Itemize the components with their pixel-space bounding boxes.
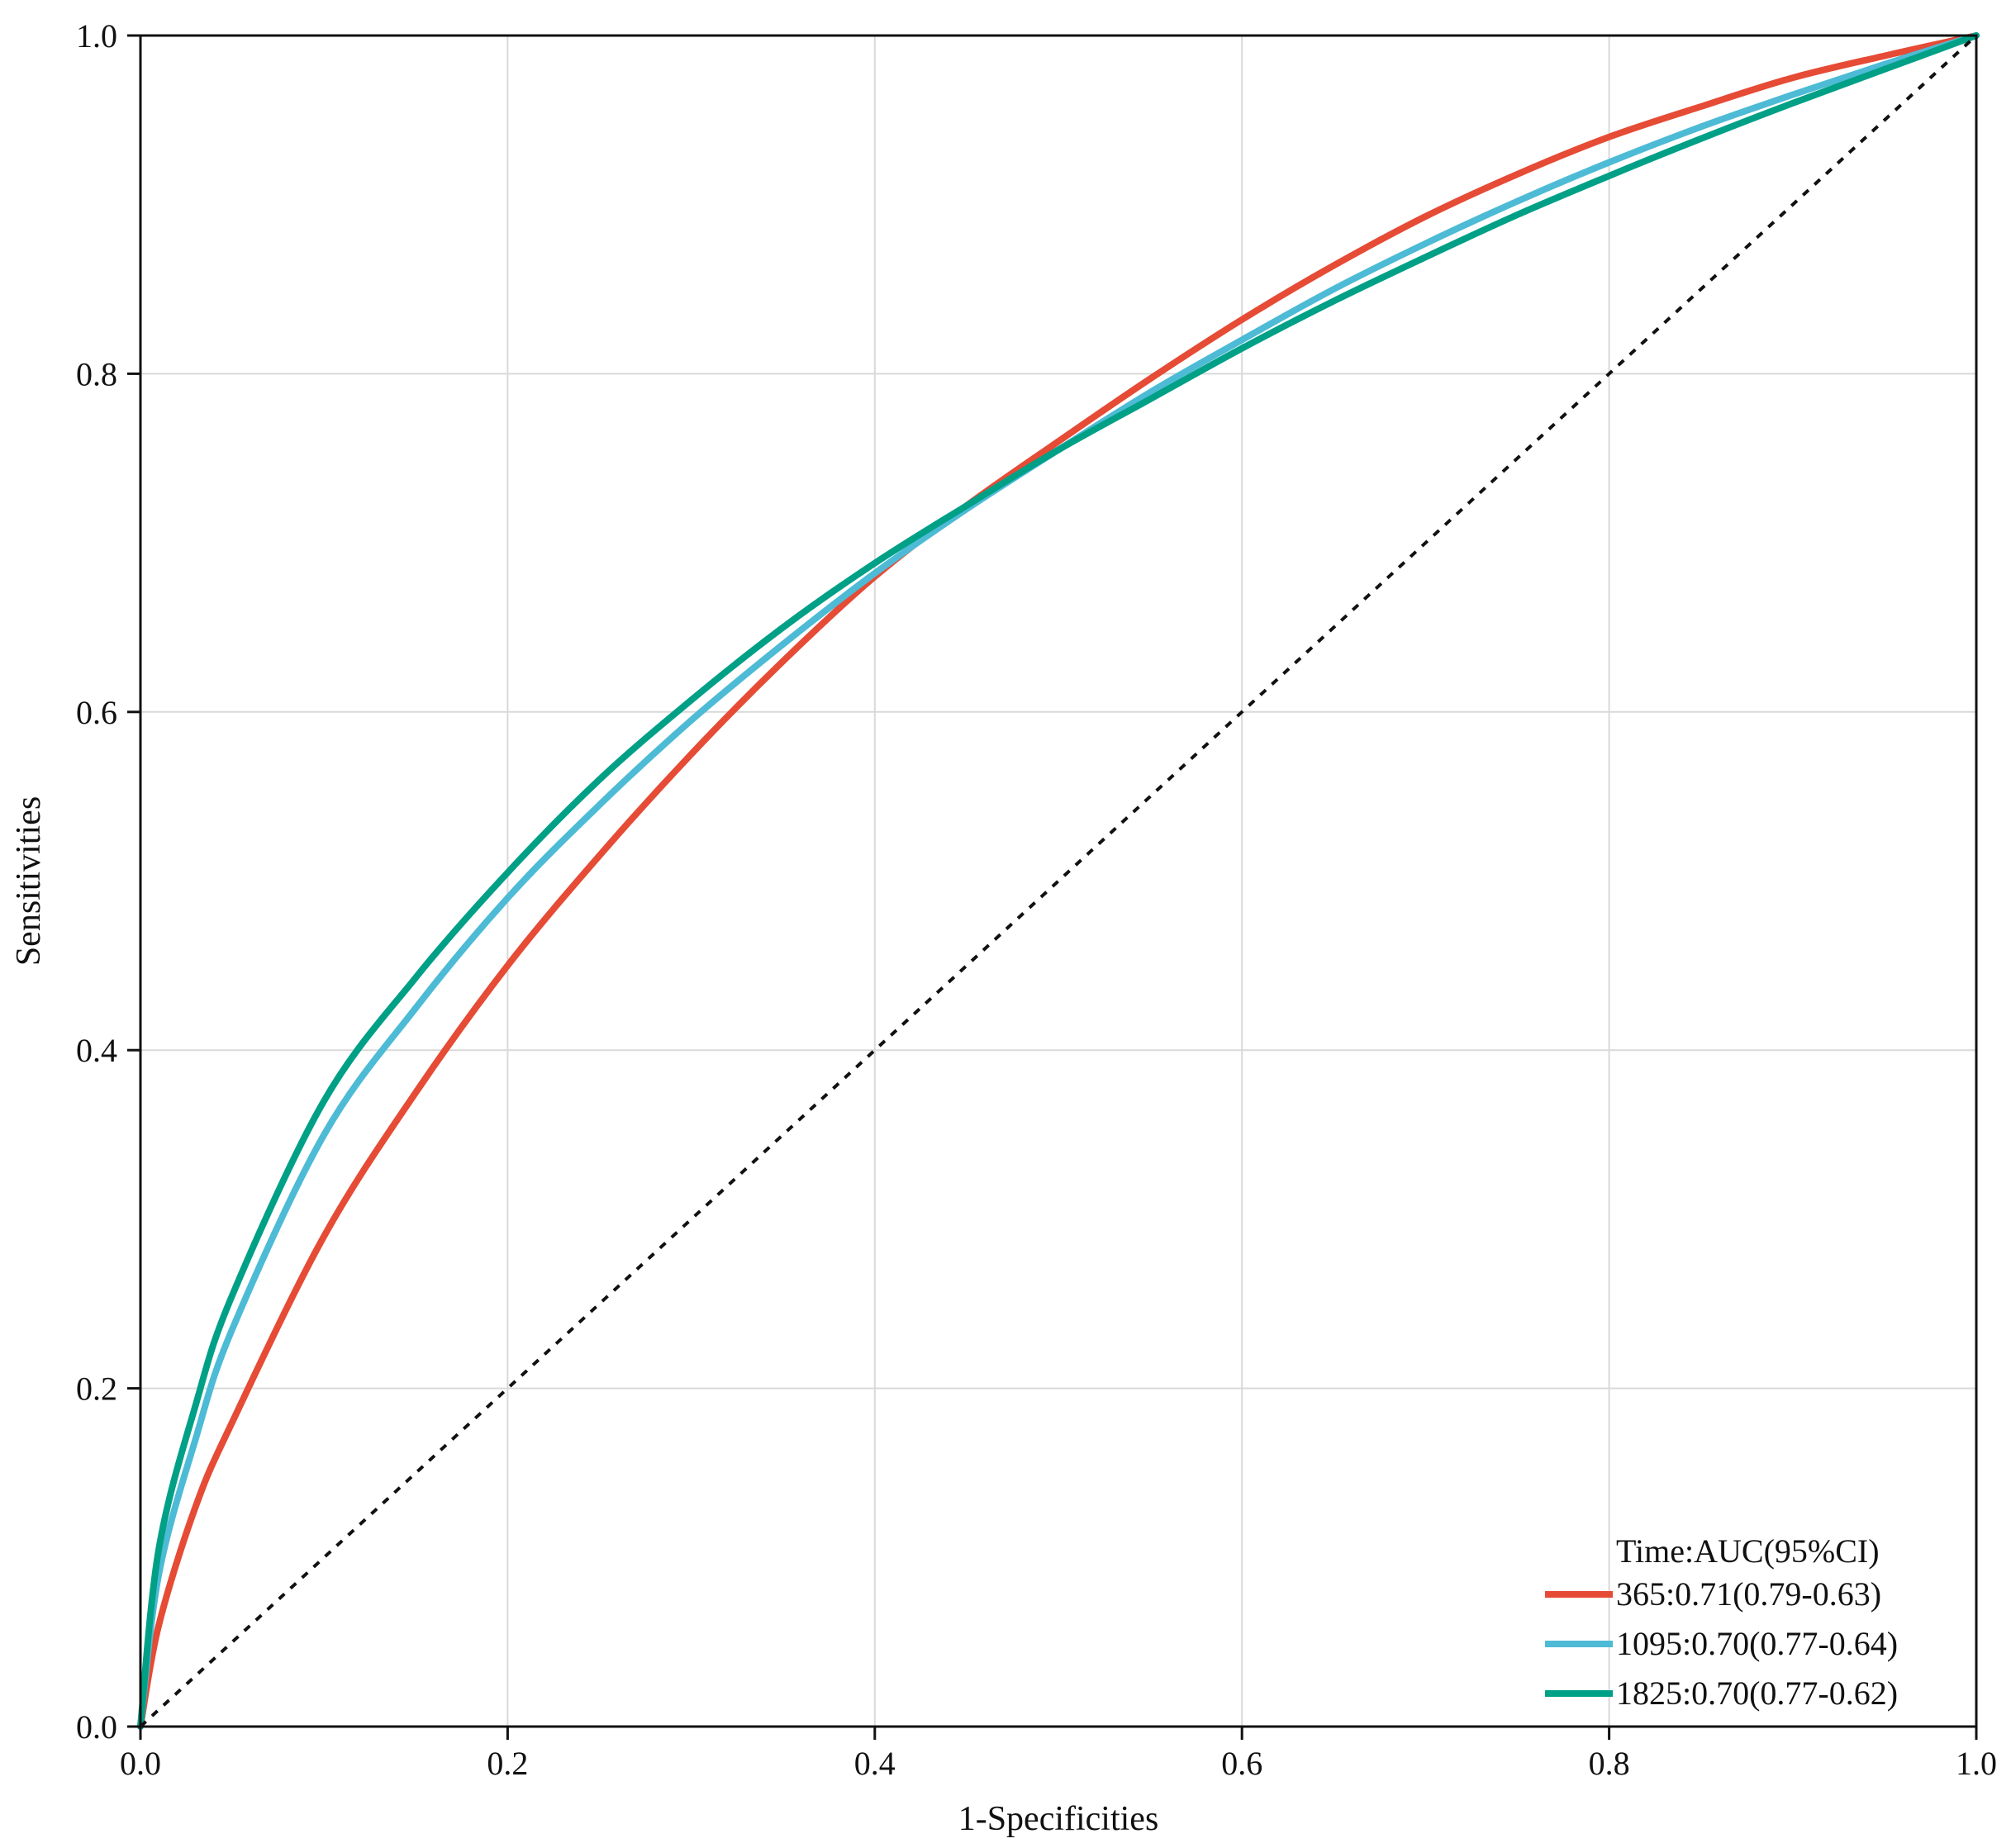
legend-label-2: 1825:0.70(0.77-0.62) xyxy=(1616,1675,1898,1712)
plot-frame xyxy=(139,34,1978,1728)
roc-curves xyxy=(137,32,1980,1730)
y-tick-label-5: 1.0 xyxy=(76,17,117,55)
y-tick-label-3: 0.6 xyxy=(76,694,117,731)
x-tick-label-4: 0.8 xyxy=(1589,1745,1630,1782)
y-axis-ticks: 0.0 0.2 0.4 0.6 0.8 1.0 xyxy=(76,17,140,1746)
x-tick-label-0: 0.0 xyxy=(120,1745,161,1782)
series-line-1 xyxy=(137,32,1980,1730)
y-tick-label-4: 0.8 xyxy=(76,355,117,392)
y-tick-label-2: 0.4 xyxy=(76,1032,117,1069)
legend-label-0: 365:0.71(0.79-0.63) xyxy=(1616,1575,1881,1613)
x-tick-label-2: 0.4 xyxy=(854,1745,896,1782)
x-axis-ticks: 0.0 0.2 0.4 0.6 0.8 1.0 xyxy=(120,1727,1997,1782)
series-line-2 xyxy=(137,32,1980,1730)
x-tick-label-5: 1.0 xyxy=(1956,1745,1997,1782)
y-axis-label: Sensitivities xyxy=(10,796,48,966)
legend: Time:AUC(95%CI) 365:0.71(0.79-0.63) 1095:… xyxy=(1545,1532,1898,1712)
x-axis-label: 1-Specificities xyxy=(958,1800,1159,1838)
legend-title: Time:AUC(95%CI) xyxy=(1616,1532,1880,1570)
y-tick-label-0: 0.0 xyxy=(76,1708,117,1746)
y-tick-label-1: 0.2 xyxy=(76,1371,117,1408)
legend-label-1: 1095:0.70(0.77-0.64) xyxy=(1616,1625,1898,1662)
x-tick-label-3: 0.6 xyxy=(1221,1745,1262,1782)
x-tick-label-1: 0.2 xyxy=(487,1745,528,1782)
